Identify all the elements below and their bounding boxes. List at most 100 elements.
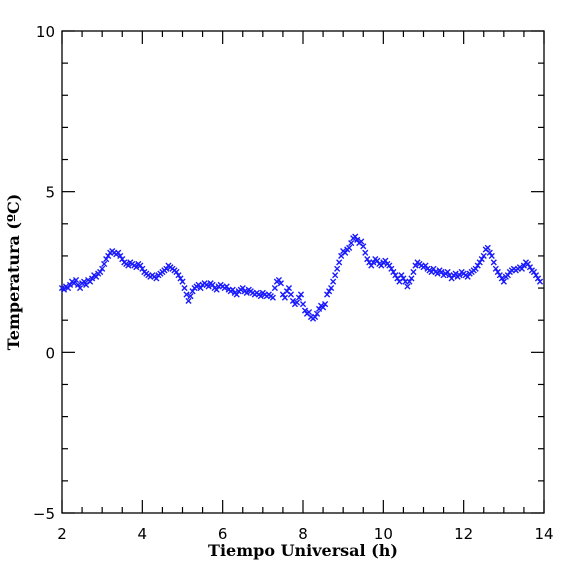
data-point xyxy=(153,275,160,282)
data-point xyxy=(185,297,192,305)
data-point xyxy=(386,262,393,269)
data-point xyxy=(80,278,88,285)
data-point xyxy=(478,256,485,263)
data-point xyxy=(492,265,499,272)
data-point xyxy=(213,286,220,293)
data-point xyxy=(103,256,110,263)
data-point xyxy=(315,305,323,313)
data-point xyxy=(289,297,297,305)
data-point xyxy=(281,294,289,301)
x-tick-label: 8 xyxy=(298,525,308,543)
data-point xyxy=(448,275,455,282)
x-tick-label: 14 xyxy=(534,525,553,543)
data-point xyxy=(305,309,313,316)
data-point xyxy=(360,243,367,250)
data-point xyxy=(311,313,319,321)
data-point xyxy=(494,268,501,276)
data-point xyxy=(456,272,463,279)
data-point xyxy=(354,236,361,243)
data-point xyxy=(70,280,78,287)
data-point xyxy=(187,293,194,300)
data-point xyxy=(239,284,246,292)
data-point xyxy=(474,262,481,269)
data-point xyxy=(275,276,282,284)
data-point xyxy=(321,301,329,308)
y-tick-label: 0 xyxy=(45,344,55,362)
data-point xyxy=(269,294,276,301)
data-point xyxy=(496,272,503,279)
data-point xyxy=(328,284,335,292)
data-point xyxy=(64,284,72,292)
data-point xyxy=(370,259,377,266)
data-point xyxy=(476,259,483,266)
data-point xyxy=(87,278,94,285)
data-point xyxy=(410,268,417,276)
data-point xyxy=(271,284,278,292)
data-point xyxy=(534,275,542,282)
data-point xyxy=(520,262,528,269)
data-point xyxy=(209,281,216,288)
data-point xyxy=(536,278,544,285)
data-point xyxy=(490,259,497,266)
data-point xyxy=(66,281,74,288)
data-point xyxy=(362,249,369,256)
data-point xyxy=(137,262,144,269)
data-point xyxy=(324,291,331,298)
data-point xyxy=(346,244,353,251)
data-point xyxy=(139,265,146,272)
plot-area xyxy=(58,30,545,514)
x-tick-label: 6 xyxy=(218,525,228,543)
data-point xyxy=(173,268,180,276)
data-point xyxy=(422,262,429,269)
x-tick-label: 2 xyxy=(57,525,67,543)
data-point xyxy=(74,281,82,288)
data-point xyxy=(101,260,108,268)
data-point xyxy=(277,280,285,287)
data-point xyxy=(444,268,451,276)
data-point xyxy=(352,233,359,240)
data-point xyxy=(72,276,80,284)
data-point xyxy=(119,256,126,263)
data-point xyxy=(60,286,68,293)
data-point xyxy=(392,272,399,279)
data-point xyxy=(299,301,307,308)
data-point xyxy=(105,252,112,260)
data-point xyxy=(332,272,339,279)
data-point xyxy=(452,270,459,277)
data-point xyxy=(125,262,132,269)
data-point xyxy=(223,283,230,290)
data-point xyxy=(133,264,140,271)
x-tick-label: 10 xyxy=(374,525,393,543)
data-point xyxy=(179,278,186,285)
data-point xyxy=(97,268,104,276)
data-point xyxy=(183,291,190,298)
data-point xyxy=(197,284,204,292)
data-point xyxy=(334,265,341,272)
data-point xyxy=(177,275,184,282)
data-point xyxy=(472,265,479,272)
data-point xyxy=(326,288,333,295)
data-point xyxy=(313,310,321,317)
data-point xyxy=(438,268,445,276)
y-tick-label: 5 xyxy=(45,184,55,202)
tick-labels: 2 4 6 8 10 12 14 −5 0 5 10 xyxy=(33,23,554,543)
data-point xyxy=(319,304,327,311)
data-point xyxy=(412,262,419,269)
data-point xyxy=(500,278,507,285)
data-point xyxy=(430,265,437,272)
data-point xyxy=(518,265,526,272)
data-points xyxy=(58,233,544,322)
data-point xyxy=(382,257,389,264)
data-point xyxy=(524,260,532,268)
data-point xyxy=(189,288,196,295)
data-point xyxy=(117,252,124,260)
data-point xyxy=(530,268,538,276)
axis-ticks xyxy=(61,30,545,514)
data-point xyxy=(76,284,84,292)
data-point xyxy=(295,294,303,301)
data-point xyxy=(293,299,301,306)
data-point xyxy=(526,264,534,271)
data-point xyxy=(163,265,170,272)
data-point xyxy=(464,273,471,280)
